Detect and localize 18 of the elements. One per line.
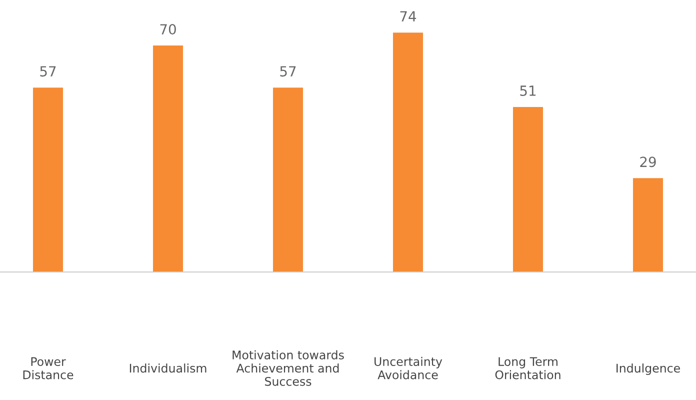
x-tick-label: Long Term Orientation xyxy=(495,357,560,380)
bar xyxy=(393,32,423,272)
data-label: 57 xyxy=(280,66,296,77)
x-tick-label: Uncertainty Avoidance xyxy=(374,356,442,380)
bar xyxy=(633,178,663,272)
data-label: 29 xyxy=(640,156,656,168)
x-tick-label: Individualism xyxy=(130,364,206,373)
data-label: 51 xyxy=(520,86,536,96)
data-label: 57 xyxy=(40,66,56,77)
x-tick-label: Indulgence xyxy=(616,364,680,375)
x-tick-label: Motivation towards Achievement and Success xyxy=(232,350,344,386)
data-label: 70 xyxy=(160,24,176,35)
x-tick-label: Power Distance xyxy=(23,357,74,380)
bar xyxy=(33,88,63,272)
bar xyxy=(513,107,543,272)
data-label: 74 xyxy=(400,11,416,22)
bar xyxy=(153,46,183,272)
bar xyxy=(273,88,303,272)
